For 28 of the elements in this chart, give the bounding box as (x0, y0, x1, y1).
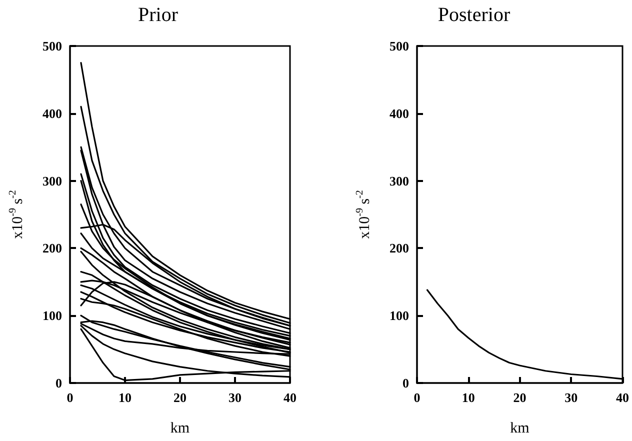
x-tick-label: 40 (284, 390, 296, 405)
y-tick-label: 300 (390, 173, 409, 188)
x-tick-label: 20 (174, 390, 186, 405)
y-tick-label: 0 (56, 376, 62, 390)
y-tick-label: 100 (42, 308, 62, 324)
y-tick-label: 400 (42, 106, 62, 121)
x-axis-title: km (510, 420, 530, 436)
x-tick-label: 40 (616, 390, 629, 405)
x-tick-label: 0 (66, 390, 74, 405)
y-tick-label: 200 (42, 240, 62, 256)
y-tick-label: 500 (42, 38, 62, 54)
y-tick-label: 0 (402, 376, 409, 390)
y-axis-title: x10-9 s-2 (8, 190, 26, 239)
chart-title: Prior (138, 4, 178, 26)
chart-title: Posterior (438, 4, 510, 26)
x-tick-label: 10 (462, 390, 475, 405)
y-tick-label: 300 (42, 173, 62, 188)
y-tick-label: 200 (390, 240, 409, 256)
x-tick-label: 30 (228, 390, 242, 405)
y-axis-title: x10-9 s-2 (354, 190, 373, 239)
x-tick-label: 10 (118, 390, 132, 405)
x-tick-label: 20 (513, 390, 526, 405)
y-tick-label: 500 (390, 38, 409, 54)
x-tick-label: 0 (414, 390, 420, 405)
y-tick-label: 100 (390, 308, 409, 324)
y-tick-label: 400 (390, 106, 409, 121)
x-axis-title: km (170, 420, 190, 436)
x-tick-label: 30 (564, 390, 578, 405)
